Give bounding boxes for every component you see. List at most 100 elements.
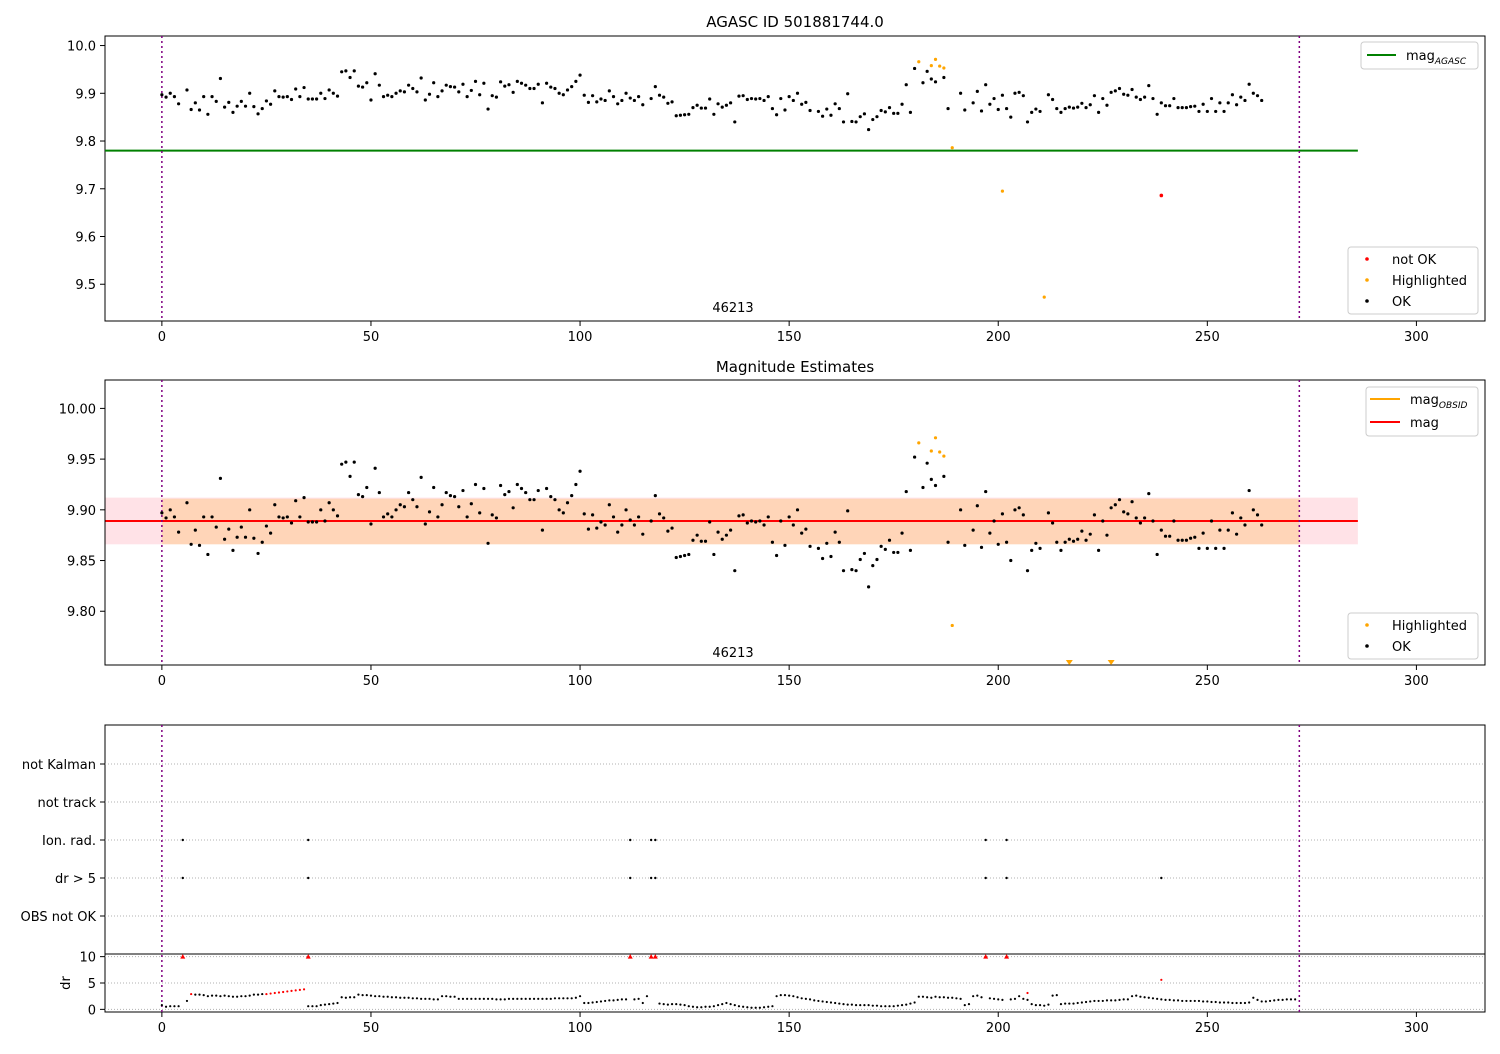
- ok-point: [206, 112, 210, 116]
- ok-point: [461, 82, 465, 86]
- ok-point: [248, 91, 252, 95]
- dr-ok-point: [558, 997, 561, 1000]
- ok-point: [1197, 546, 1201, 550]
- dr-ok-point: [340, 996, 343, 999]
- ok-point: [574, 79, 578, 83]
- ok-point: [1247, 488, 1251, 493]
- dr-ok-point: [1018, 995, 1021, 998]
- ok-point: [285, 95, 289, 99]
- ok-point: [402, 505, 407, 509]
- ok-point: [1076, 105, 1080, 109]
- ok-point: [331, 508, 335, 512]
- ok-point: [766, 515, 770, 519]
- ok-point: [678, 554, 683, 559]
- dr-ok-point: [1043, 1004, 1046, 1007]
- dr-ok-point: [1055, 994, 1058, 997]
- dr-ok-point: [219, 995, 222, 998]
- dr-ok-point: [361, 994, 364, 997]
- dr-capped-marker: [648, 954, 654, 959]
- dr-ok-point: [737, 1005, 741, 1008]
- ok-point: [532, 86, 536, 91]
- ok-point: [1172, 519, 1176, 523]
- dr-ok-point: [1260, 1000, 1263, 1003]
- ok-point: [1076, 537, 1080, 541]
- dr-ok-point: [800, 997, 803, 1000]
- ok-point: [775, 553, 779, 558]
- dr-ok-point: [988, 997, 991, 1000]
- ok-point: [252, 536, 256, 540]
- ok-point: [745, 97, 749, 102]
- ok-point: [1055, 106, 1059, 111]
- flag-marker: [984, 838, 987, 842]
- ok-point: [1097, 548, 1101, 552]
- ok-point: [453, 85, 457, 89]
- ok-point: [925, 69, 929, 73]
- ok-point: [821, 114, 825, 118]
- dr-ok-point: [1051, 994, 1054, 997]
- ok-point: [398, 89, 402, 93]
- flag-marker: [629, 838, 632, 842]
- highlighted-point: [942, 66, 946, 70]
- ok-point: [766, 95, 770, 99]
- ok-point: [327, 88, 331, 92]
- ok-point: [729, 528, 733, 532]
- dr-ok-point: [1076, 1001, 1079, 1005]
- ok-point: [754, 97, 758, 101]
- dr-ok-point: [390, 996, 393, 999]
- dr-ok-point: [1143, 996, 1146, 999]
- dr-ok-point: [909, 1002, 912, 1005]
- dr-ok-point: [1118, 998, 1121, 1001]
- dr-capped-marker: [1004, 954, 1010, 959]
- highlighted-point: [933, 436, 938, 440]
- dr-ok-point: [578, 995, 582, 998]
- panel2-frame: [104, 379, 1486, 666]
- ok-point: [319, 91, 323, 95]
- dr-ok-point: [921, 995, 925, 998]
- ok-point: [611, 515, 616, 519]
- flag-marker: [1005, 838, 1008, 842]
- ok-point: [703, 539, 708, 543]
- dr-ok-point: [604, 999, 607, 1003]
- panel1-annotation: 46213: [712, 301, 753, 316]
- ok-point: [457, 505, 461, 509]
- ok-point: [1021, 513, 1025, 517]
- ok-point: [992, 96, 996, 101]
- ok-point: [235, 535, 239, 539]
- ok-point: [1038, 546, 1042, 550]
- ok-point: [160, 511, 164, 515]
- dr-ok-point: [913, 1001, 916, 1004]
- ok-point: [348, 474, 352, 478]
- ok-point: [465, 95, 469, 99]
- ok-point: [1235, 532, 1239, 536]
- ok-point: [381, 515, 386, 519]
- ok-point: [724, 103, 729, 107]
- ok-point: [1260, 98, 1264, 103]
- ok-point: [649, 519, 653, 523]
- ok-point: [1130, 500, 1134, 504]
- dr-ok-point: [261, 992, 264, 996]
- ok-point: [632, 523, 637, 527]
- ok-point: [565, 88, 570, 92]
- legend-frame: [1347, 612, 1479, 660]
- dr-ok-point: [608, 999, 611, 1002]
- ok-point: [808, 544, 812, 548]
- highlighted-point: [950, 623, 954, 628]
- legend-marker: [1365, 257, 1369, 261]
- ok-point: [1184, 538, 1189, 542]
- dr-ok-point: [256, 993, 260, 996]
- ok-point: [185, 88, 189, 92]
- not-ok-point: [1159, 193, 1164, 198]
- dr-ok-point: [1189, 999, 1192, 1003]
- dr-ok-point: [1156, 997, 1159, 1000]
- dr-ok-point: [169, 1005, 172, 1008]
- ok-point: [302, 496, 306, 500]
- ok-point: [168, 91, 172, 95]
- dr-ok-point: [683, 1004, 686, 1007]
- ok-point: [1218, 528, 1222, 532]
- x-tick-label: 250: [1195, 330, 1220, 345]
- dr-ok-point: [449, 995, 452, 998]
- dr-ok-point: [1022, 997, 1025, 1000]
- dr-ok-point: [566, 997, 569, 1000]
- ok-point: [800, 102, 804, 106]
